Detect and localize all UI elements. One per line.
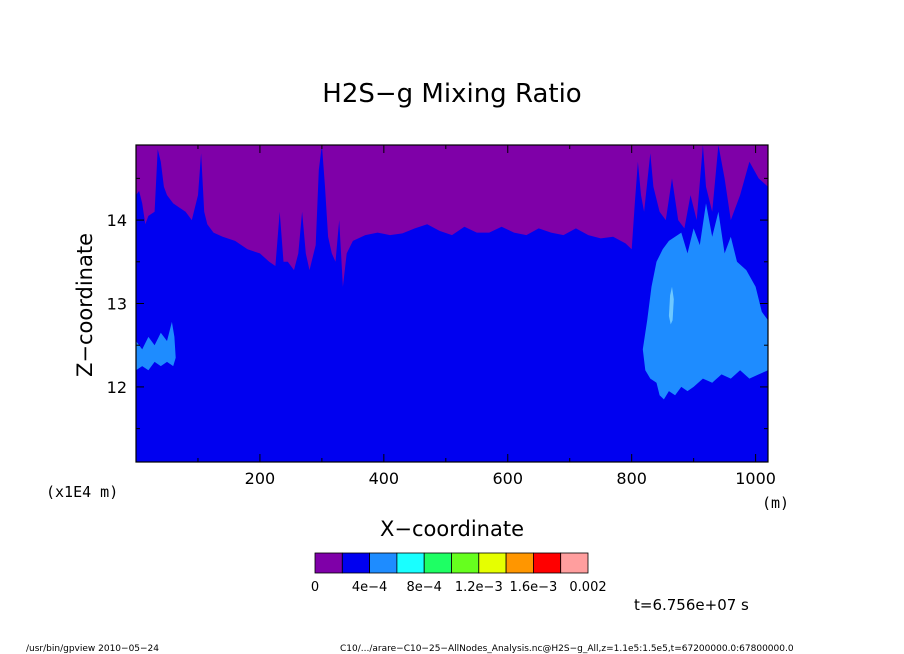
x-tick-label: 200	[245, 469, 276, 488]
y-scale-label: (x1E4 m)	[46, 483, 118, 501]
program-footer: /usr/bin/gpview 2010−05−24	[26, 644, 159, 654]
colorbar-label: 4e−4	[352, 580, 387, 595]
x-tick-label: 1000	[735, 469, 776, 488]
x-units-label: (m)	[762, 494, 789, 512]
field-region-zero	[136, 145, 768, 287]
source-footer: C10/.../arare−C10−25−AllNodes_Analysis.n…	[340, 644, 794, 654]
x-tick-label: 400	[369, 469, 400, 488]
colorbar-swatch	[560, 552, 589, 574]
y-tick-label: 14	[107, 211, 127, 230]
field-region-light-streak	[668, 286, 674, 325]
colorbar-swatch	[478, 552, 507, 574]
colorbar-swatch	[505, 552, 534, 574]
y-axis-label: Z−coordinate	[73, 233, 97, 377]
colorbar-swatch	[341, 552, 370, 574]
time-annotation: t=6.756e+07 s	[634, 596, 749, 614]
x-tick-label: 600	[492, 469, 523, 488]
y-tick-label: 13	[107, 295, 127, 314]
colorbar-label: 0	[311, 580, 319, 595]
colorbar-swatch	[533, 552, 562, 574]
field-region-right-patch	[642, 203, 768, 400]
colorbar-swatch	[396, 552, 425, 574]
colorbar-label: 1.2e−3	[455, 580, 503, 595]
colorbar-swatch	[369, 552, 398, 574]
colorbar-swatch	[423, 552, 452, 574]
colorbar-label: 0.002	[569, 580, 606, 595]
field-layer	[136, 145, 768, 462]
colorbar-label: 1.6e−3	[509, 580, 557, 595]
y-axis: 12 13 14	[107, 177, 768, 430]
chart-title: H2S−g Mixing Ratio	[322, 79, 581, 109]
field-region-left-patch	[136, 321, 176, 371]
colorbar-label: 8e−4	[406, 580, 441, 595]
y-tick-label: 12	[107, 378, 127, 397]
x-axis: 200 400 600 800 1000	[197, 145, 776, 488]
plot-area: 200 400 600 800 1000 12 13 14	[107, 144, 776, 488]
colorbar-labels: 0 4e−4 8e−4 1.2e−3 1.6e−3 0.002	[311, 580, 607, 595]
colorbar-swatch	[314, 552, 343, 574]
colorbar-swatch	[451, 552, 480, 574]
colorbar	[314, 552, 589, 574]
x-axis-label: X−coordinate	[380, 517, 524, 541]
x-tick-label: 800	[616, 469, 647, 488]
